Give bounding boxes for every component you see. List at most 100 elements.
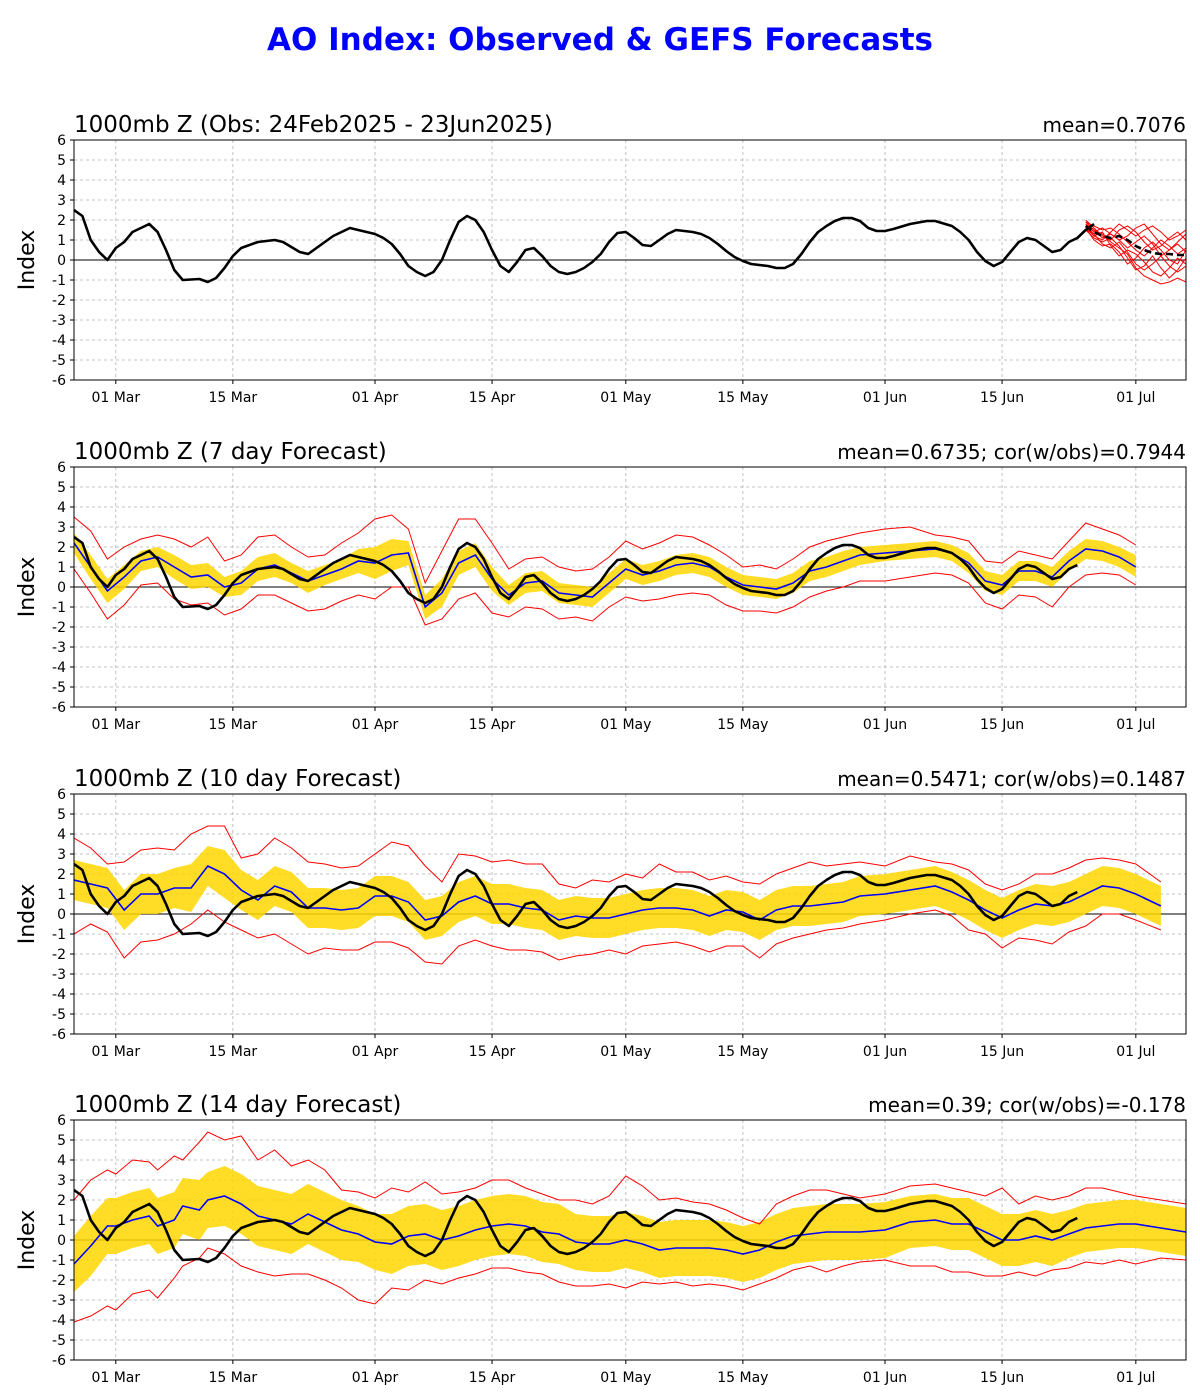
- spread-band-area: [74, 846, 1161, 940]
- y-tick-label: 5: [57, 1133, 66, 1149]
- x-tick-label: 15 May: [717, 1370, 768, 1386]
- x-tick-label: 01 Jul: [1116, 1044, 1155, 1060]
- y-tick-label: -2: [52, 1273, 66, 1289]
- y-tick-label: 6: [57, 133, 66, 149]
- min-member-line: [74, 909, 1162, 965]
- observed-line: [74, 1188, 1078, 1264]
- y-tick-label: -5: [52, 1333, 66, 1349]
- spread-band-area: [74, 1166, 1186, 1292]
- plot-frame: [73, 139, 1187, 381]
- y-tick-label: 0: [57, 907, 66, 923]
- x-tick-label: 01 Mar: [91, 717, 140, 733]
- panel-title: 1000mb Z (10 day Forecast): [74, 766, 401, 792]
- max-member-line: [74, 514, 1137, 585]
- x-tick-label: 01 Jun: [863, 717, 907, 733]
- y-tick-label: 0: [57, 1233, 66, 1249]
- y-tick-label: -2: [52, 293, 66, 309]
- x-tick-label: 01 Apr: [352, 717, 399, 733]
- y-tick-label: -5: [52, 680, 66, 696]
- y-tick-label: -2: [52, 620, 66, 636]
- y-tick-label: -4: [52, 987, 66, 1003]
- figure-title: AO Index: Observed & GEFS Forecasts: [267, 22, 933, 58]
- y-tick-label: -1: [52, 273, 66, 289]
- y-tick-label: 1: [57, 887, 66, 903]
- x-tick-label: 15 Apr: [469, 1044, 516, 1060]
- plot-area: [74, 514, 1137, 626]
- y-tick-label: -5: [52, 353, 66, 369]
- x-tick-label: 01 Mar: [91, 1370, 140, 1386]
- x-tick-label: 01 Jul: [1116, 1370, 1155, 1386]
- y-tick-label: -1: [52, 927, 66, 943]
- panel-stats-label: mean=0.39; cor(w/obs)=-0.178: [868, 1093, 1186, 1117]
- y-tick-label: 5: [57, 153, 66, 169]
- x-tick-label: 01 Jun: [863, 1044, 907, 1060]
- y-tick-label: -6: [52, 1353, 66, 1369]
- y-tick-label: -6: [52, 373, 66, 389]
- x-tick-label: 01 May: [600, 390, 651, 406]
- chart-panel-2: 1000mb Z (7 day Forecast) mean=0.6735; co…: [15, 439, 1187, 733]
- plot-frame: [73, 1119, 1187, 1361]
- member-line: [1085, 229, 1186, 279]
- y-tick-label: -3: [52, 313, 66, 329]
- y-tick-label: -4: [52, 660, 66, 676]
- x-tick-label: 15 May: [717, 390, 768, 406]
- x-tick-label: 01 Apr: [352, 390, 399, 406]
- max-member-line: [74, 825, 1162, 891]
- ensemble-mean-line: [74, 542, 1137, 609]
- observed-line: [74, 862, 1078, 938]
- y-tick-label: -4: [52, 333, 66, 349]
- ensemble-mean-line: [74, 1195, 1186, 1265]
- y-axis-label: Index: [15, 230, 40, 291]
- x-tick-label: 01 Mar: [91, 1044, 140, 1060]
- member-line: [1085, 221, 1186, 257]
- x-tick-label: 15 Jun: [980, 1044, 1024, 1060]
- member-line: [1085, 219, 1186, 251]
- y-tick-label: 3: [57, 847, 66, 863]
- y-tick-label: 3: [57, 1173, 66, 1189]
- panel-stats-label: mean=0.6735; cor(w/obs)=0.7944: [837, 440, 1186, 464]
- y-tick-label: -1: [52, 1253, 66, 1269]
- y-tick-label: 4: [57, 500, 66, 516]
- plot-area: [74, 825, 1162, 965]
- y-tick-label: -6: [52, 1027, 66, 1043]
- x-tick-label: 01 Jun: [863, 1370, 907, 1386]
- x-tick-label: 15 Jun: [980, 717, 1024, 733]
- member-line: [1085, 225, 1186, 277]
- x-tick-label: 15 Apr: [469, 1370, 516, 1386]
- observed-line: [74, 208, 1095, 284]
- y-tick-label: 1: [57, 233, 66, 249]
- x-tick-label: 01 Mar: [91, 390, 140, 406]
- max-member-line: [74, 1131, 1186, 1225]
- y-axis-label: Index: [15, 557, 40, 618]
- y-tick-label: 4: [57, 173, 66, 189]
- y-tick-label: -3: [52, 640, 66, 656]
- y-tick-label: 5: [57, 480, 66, 496]
- x-tick-label: 15 May: [717, 717, 768, 733]
- x-tick-label: 15 May: [717, 1044, 768, 1060]
- y-tick-label: 3: [57, 193, 66, 209]
- y-tick-label: -3: [52, 967, 66, 983]
- observed-line: [74, 535, 1078, 611]
- forecast-mean-line: [1084, 224, 1186, 257]
- chart-panel-3: 1000mb Z (10 day Forecast) mean=0.5471; c…: [15, 766, 1187, 1060]
- y-tick-label: 0: [57, 580, 66, 596]
- y-tick-label: 6: [57, 460, 66, 476]
- member-line: [1085, 223, 1186, 241]
- x-tick-label: 01 May: [600, 1370, 651, 1386]
- panel-title: 1000mb Z (14 day Forecast): [74, 1092, 401, 1118]
- y-tick-label: 6: [57, 787, 66, 803]
- y-axis-label: Index: [15, 1210, 40, 1271]
- panel-stats-label: mean=0.7076: [1043, 113, 1186, 137]
- x-tick-label: 15 Mar: [209, 390, 258, 406]
- panel-title: 1000mb Z (Obs: 24Feb2025 - 23Jun2025): [74, 112, 553, 138]
- y-tick-label: 2: [57, 1193, 66, 1209]
- x-tick-label: 15 Mar: [209, 1044, 258, 1060]
- x-tick-label: 01 Jul: [1116, 390, 1155, 406]
- x-tick-label: 15 Mar: [209, 1370, 258, 1386]
- y-tick-label: 5: [57, 807, 66, 823]
- plot-frame: [73, 466, 1187, 708]
- y-tick-label: 3: [57, 520, 66, 536]
- member-line: [1085, 227, 1186, 265]
- x-tick-label: 15 Apr: [469, 717, 516, 733]
